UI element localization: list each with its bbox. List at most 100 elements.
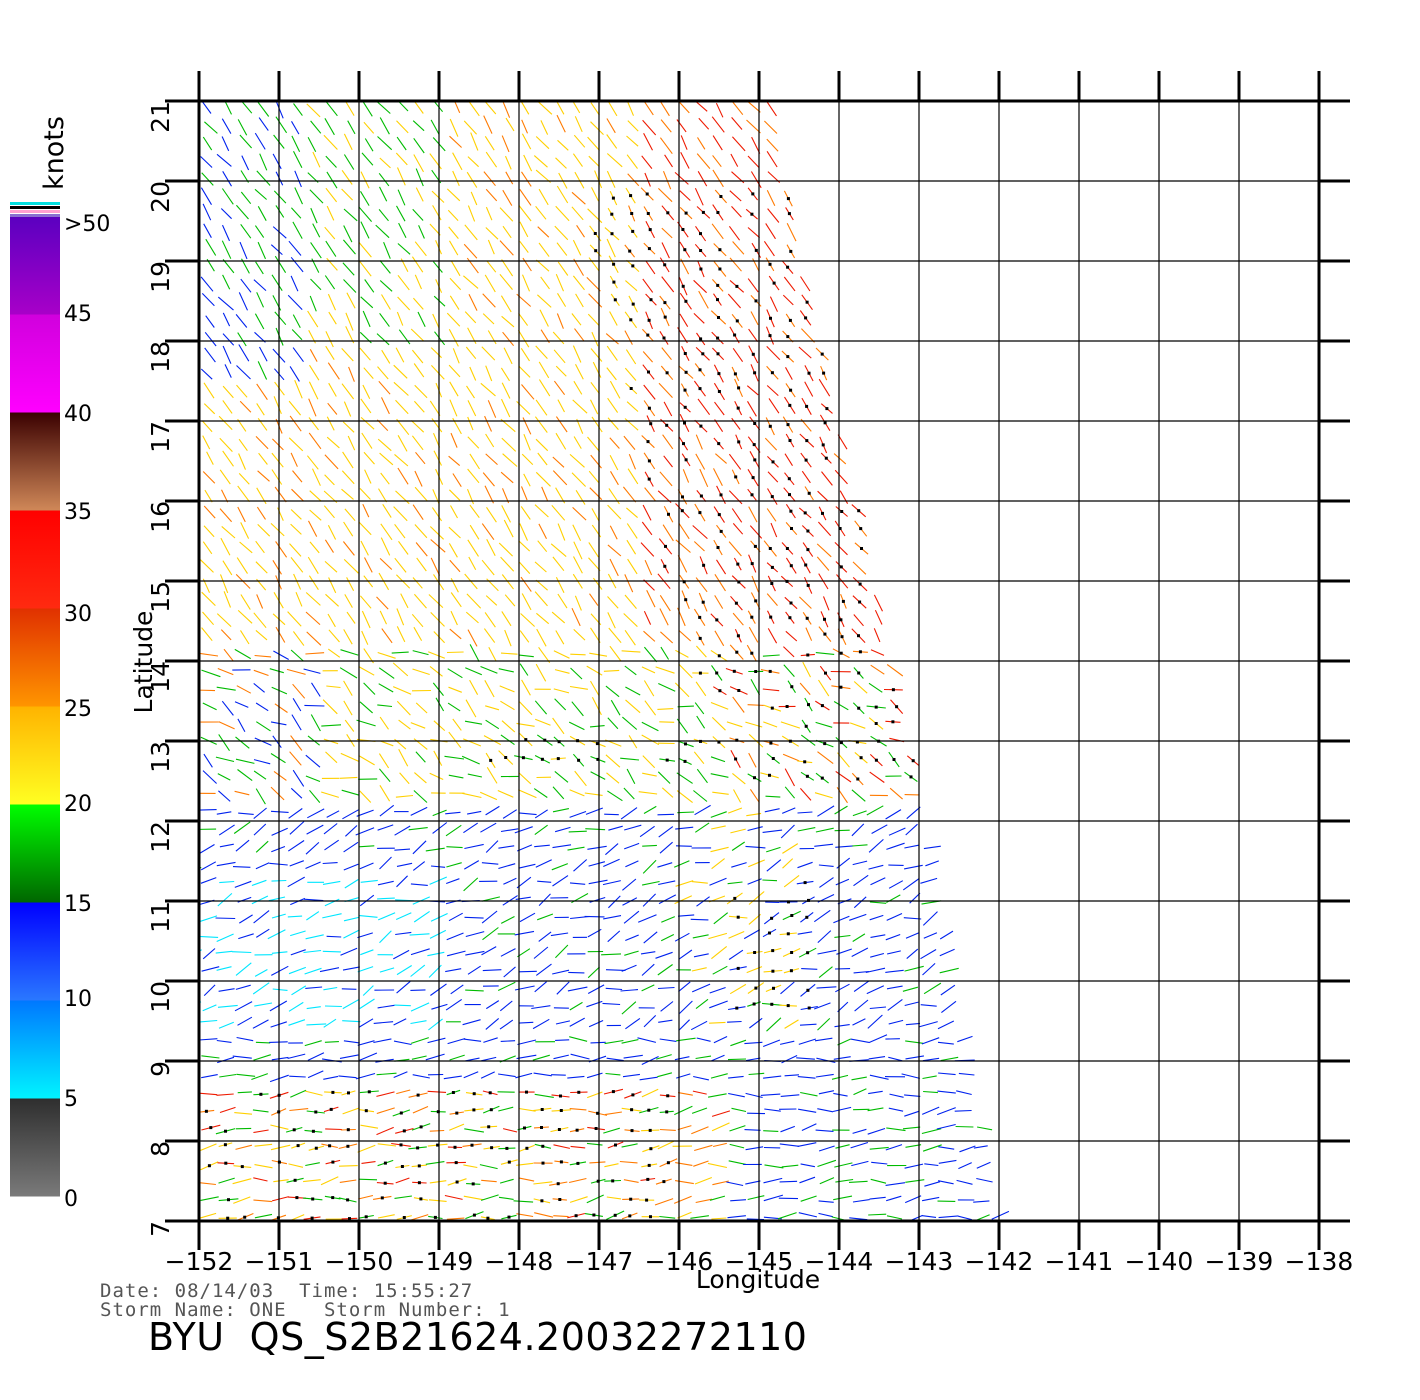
- wind-vector: [290, 930, 306, 937]
- wind-vector: [287, 294, 303, 310]
- rain-flag-marker: [805, 915, 809, 919]
- wind-vector: [452, 718, 462, 731]
- wind-vector: [716, 559, 727, 575]
- wind-vector: [921, 1037, 940, 1045]
- wind-vector: [359, 862, 374, 870]
- wind-vector: [605, 1072, 621, 1076]
- wind-vector: [363, 367, 374, 379]
- wind-vector: [815, 827, 834, 833]
- rain-flag-marker: [665, 758, 669, 762]
- file-identifier: BYU QS_S2B21624.20032272110: [148, 1315, 808, 1359]
- wind-vector: [940, 984, 956, 996]
- wind-vector: [834, 469, 848, 485]
- wind-vector: [377, 1143, 397, 1147]
- wind-vector: [292, 470, 303, 483]
- wind-vector: [954, 1109, 972, 1112]
- wind-vector: [655, 951, 673, 959]
- wind-vector: [188, 538, 198, 555]
- wind-vector: [886, 1127, 906, 1132]
- wind-vector: [609, 525, 618, 540]
- rain-flag-marker: [190, 1164, 193, 1167]
- wind-vector: [469, 504, 480, 519]
- wind-vector: [731, 841, 746, 851]
- rain-flag-marker: [717, 390, 721, 393]
- wind-vector: [534, 981, 547, 993]
- wind-vector: [463, 822, 479, 834]
- rain-flag-marker: [806, 529, 810, 533]
- wind-vector: [627, 558, 638, 575]
- wind-vector: [189, 752, 197, 767]
- wind-vector: [446, 312, 461, 327]
- latitude-tick-label: 9: [146, 1061, 175, 1077]
- wind-vector: [253, 1129, 269, 1134]
- wind-vector: [465, 611, 479, 624]
- rain-flag-marker: [399, 1143, 403, 1147]
- wind-vector: [467, 773, 483, 778]
- wind-vector: [231, 951, 252, 954]
- wind-vector: [467, 205, 476, 222]
- wind-vector: [865, 967, 886, 974]
- wind-vector: [200, 877, 217, 884]
- wind-vector: [290, 523, 302, 535]
- wind-vector: [662, 170, 672, 190]
- rain-flag-marker: [807, 703, 810, 707]
- wind-vector: [591, 416, 603, 433]
- wind-vector: [202, 435, 211, 450]
- wind-vector: [642, 351, 654, 363]
- wind-vector: [587, 845, 607, 850]
- wind-vector: [378, 209, 389, 222]
- rain-flag-marker: [736, 634, 740, 638]
- wind-vector: [394, 825, 411, 836]
- wind-vector: [379, 856, 392, 870]
- wind-vector: [274, 311, 287, 326]
- wind-vector: [360, 949, 374, 956]
- wind-vector: [480, 822, 497, 833]
- rain-flag-marker: [331, 1196, 335, 1200]
- rain-flag-marker: [699, 249, 703, 252]
- wind-vector: [485, 840, 499, 853]
- rain-flag-marker: [856, 777, 860, 781]
- rain-flag-marker: [470, 1143, 474, 1147]
- wind-vector: [293, 103, 303, 116]
- wind-vector: [654, 1198, 674, 1206]
- wind-vector: [888, 1107, 904, 1112]
- wind-vector: [204, 121, 218, 134]
- wind-vector: [870, 934, 886, 938]
- rain-flag-marker: [789, 564, 793, 568]
- wind-vector: [732, 772, 746, 785]
- wind-vector: [888, 1019, 904, 1025]
- rain-flag-marker: [770, 916, 774, 920]
- wind-vector: [851, 823, 865, 837]
- wind-vector: [519, 240, 529, 253]
- wind-vector: [906, 806, 921, 820]
- wind-vector: [678, 949, 693, 960]
- wind-vector: [499, 1178, 514, 1184]
- wind-vector: [255, 629, 268, 641]
- rain-flag-marker: [751, 352, 755, 356]
- rain-flag-marker: [771, 949, 775, 953]
- wind-vector: [711, 945, 728, 960]
- wind-vector: [467, 629, 478, 647]
- wind-vector: [536, 612, 550, 625]
- wind-vector: [377, 1214, 395, 1219]
- rain-flag-marker: [770, 565, 774, 569]
- rain-flag-marker: [541, 1161, 545, 1165]
- wind-vector: [466, 385, 475, 399]
- wind-vector: [657, 862, 673, 868]
- wind-vector: [416, 557, 427, 572]
- wind-vector: [239, 134, 253, 149]
- rain-flag-marker: [683, 405, 687, 409]
- rain-flag-marker: [489, 758, 493, 762]
- wind-vector: [273, 770, 287, 781]
- wind-vector: [410, 806, 428, 816]
- wind-vector: [658, 826, 674, 838]
- wind-vector: [432, 205, 442, 221]
- wind-vector: [822, 596, 830, 611]
- wind-vector: [587, 966, 600, 979]
- wind-vector: [573, 258, 584, 276]
- wind-vector: [220, 537, 231, 556]
- wind-vector: [305, 652, 325, 655]
- wind-vector: [733, 789, 742, 803]
- wind-vector: [253, 612, 267, 629]
- wind-vector: [236, 1036, 254, 1042]
